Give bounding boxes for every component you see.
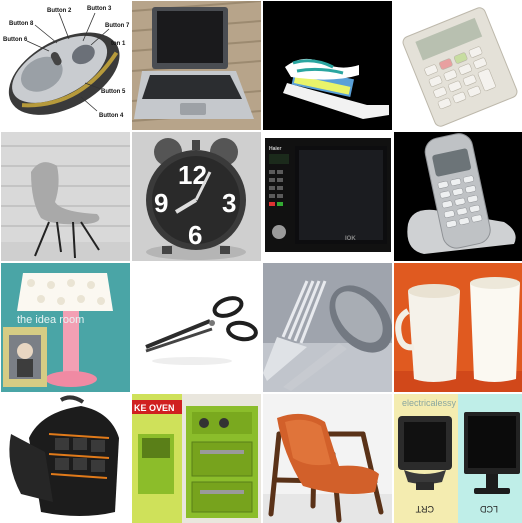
cordless-phone-image bbox=[394, 132, 522, 261]
table-lamp-image: the idea room bbox=[1, 263, 130, 392]
clock-numeral-3: 3 bbox=[222, 188, 236, 218]
lamp-caption: the idea room bbox=[17, 314, 84, 326]
toy-oven-image: KE OVEN bbox=[132, 394, 261, 523]
fork-and-spoon-image bbox=[263, 263, 392, 392]
microwave-model-label: IOK bbox=[345, 236, 356, 242]
chair-image bbox=[1, 132, 130, 261]
monitors-crt-label: CRT bbox=[415, 504, 434, 514]
alarm-clock-image: 12 3 9 6 bbox=[132, 132, 261, 261]
microwave-image: Haier IOK bbox=[263, 132, 392, 261]
mouse-button2-label: Button 2 bbox=[47, 8, 72, 14]
computer-mouse-image: Button 2 Button 3 Button 8 Button 7 Butt… bbox=[1, 1, 130, 130]
mouse-button5-label: Button 5 bbox=[101, 89, 126, 95]
microwave-brand-label: Haier bbox=[269, 146, 282, 152]
scissors-image bbox=[132, 263, 261, 392]
crt-vs-lcd-monitors-image: electricalessy CRT LCD bbox=[394, 394, 522, 523]
monitors-lcd-label: LCD bbox=[479, 504, 498, 514]
mouse-button7-label: Button 7 bbox=[105, 23, 130, 29]
mouse-button8-label: Button 8 bbox=[9, 21, 34, 27]
toy-oven-title: KE OVEN bbox=[134, 403, 175, 413]
mouse-button4-label: Button 4 bbox=[99, 113, 124, 119]
clock-numeral-6: 6 bbox=[188, 220, 202, 250]
monitors-site-caption: electricalessy bbox=[402, 398, 457, 408]
toothbrush-image bbox=[263, 1, 392, 130]
mouse-button3-label: Button 3 bbox=[87, 6, 112, 12]
laptop-image bbox=[132, 1, 261, 130]
mouse-button1-label: ton 1 bbox=[111, 41, 126, 47]
mouse-button6-label: Button 6 bbox=[3, 37, 28, 43]
clock-numeral-9: 9 bbox=[154, 188, 168, 218]
calculator-image bbox=[394, 1, 522, 130]
backpack-image bbox=[1, 394, 130, 523]
mugs-image bbox=[394, 263, 522, 392]
leather-chair-image bbox=[263, 394, 392, 523]
